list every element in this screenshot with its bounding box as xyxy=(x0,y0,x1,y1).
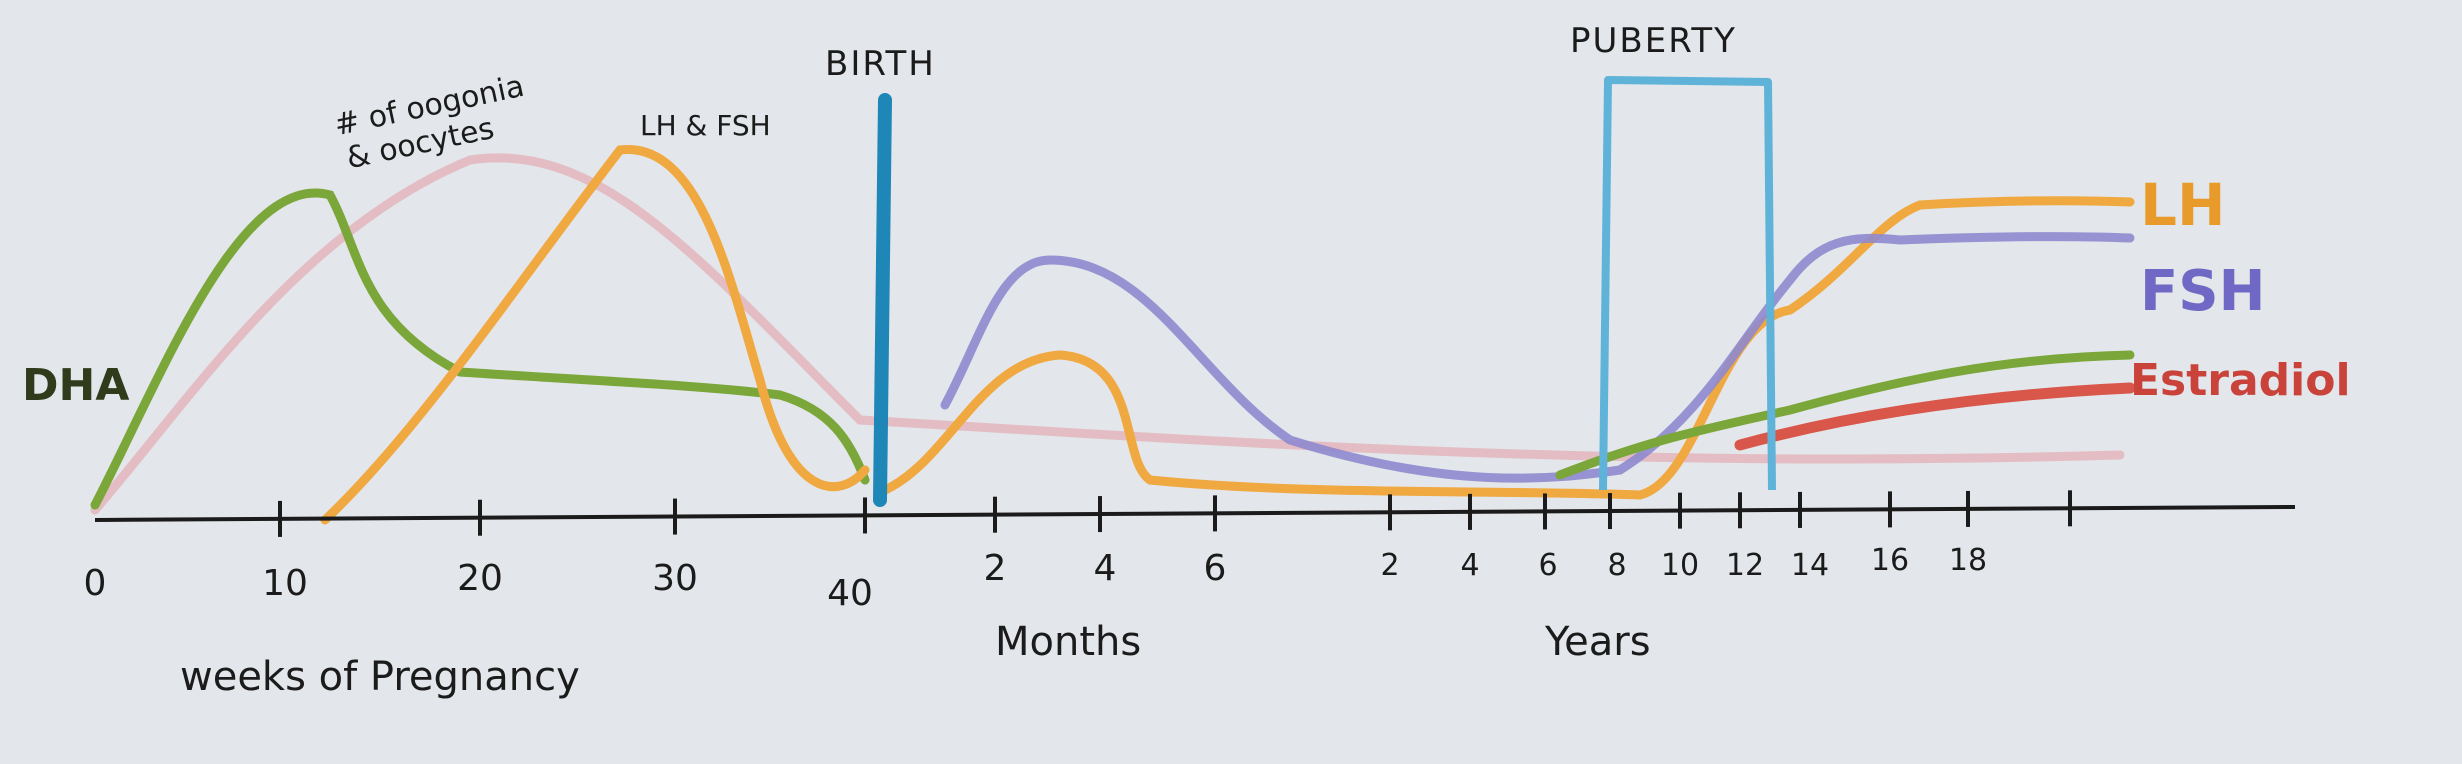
puberty-label: PUBERTY xyxy=(1570,21,1737,61)
puberty-box xyxy=(1599,76,1776,491)
years-tick-label: 8 xyxy=(1607,548,1626,583)
axis-ticks xyxy=(278,490,2072,537)
weeks-axis-label: weeks of Pregnancy xyxy=(180,654,580,700)
months-axis-label: Months xyxy=(995,619,1141,665)
weeks-tick-label: 30 xyxy=(652,558,698,599)
years-tick-label: 14 xyxy=(1791,548,1829,583)
months-tick-label: 6 xyxy=(1204,548,1227,589)
years-tick-label: 10 xyxy=(1661,548,1699,583)
years-tick-label: 18 xyxy=(1949,543,1987,578)
dha-label: DHA xyxy=(22,360,129,411)
years-tick-label: 12 xyxy=(1726,548,1764,583)
oocytes-curve xyxy=(90,153,2125,515)
years-tick-label: 2 xyxy=(1380,548,1399,583)
months-tick-label: 2 xyxy=(984,548,1007,589)
dha-childhood-curve xyxy=(1555,350,2135,480)
estradiol-curve xyxy=(1734,382,2136,451)
lh-fsh-fetal-label: LH & FSH xyxy=(640,109,771,142)
weeks-tick-label: 0 xyxy=(84,563,107,604)
estradiol-legend-label: Estradiol xyxy=(2130,355,2351,406)
fsh-curve xyxy=(940,232,2135,483)
years-tick-label: 16 xyxy=(1871,543,1909,578)
lh-legend-label: LH xyxy=(2140,171,2226,239)
dha-curve xyxy=(90,188,870,510)
years-tick-label: 6 xyxy=(1538,548,1557,583)
lh-fsh-fetal-curve xyxy=(320,145,870,525)
weeks-tick-label: 20 xyxy=(457,558,503,599)
years-axis-label: Years xyxy=(1544,619,1651,665)
years-tick-label: 4 xyxy=(1460,548,1479,583)
birth-bar xyxy=(873,93,892,507)
weeks-tick-label: 40 xyxy=(827,573,873,614)
birth-label: BIRTH xyxy=(825,44,936,84)
lh-infancy-curve xyxy=(880,196,2135,500)
x-axis xyxy=(94,505,2296,522)
weeks-tick-label: 10 xyxy=(262,563,308,604)
months-tick-label: 4 xyxy=(1094,548,1117,589)
fsh-legend-label: FSH xyxy=(2140,259,2265,324)
